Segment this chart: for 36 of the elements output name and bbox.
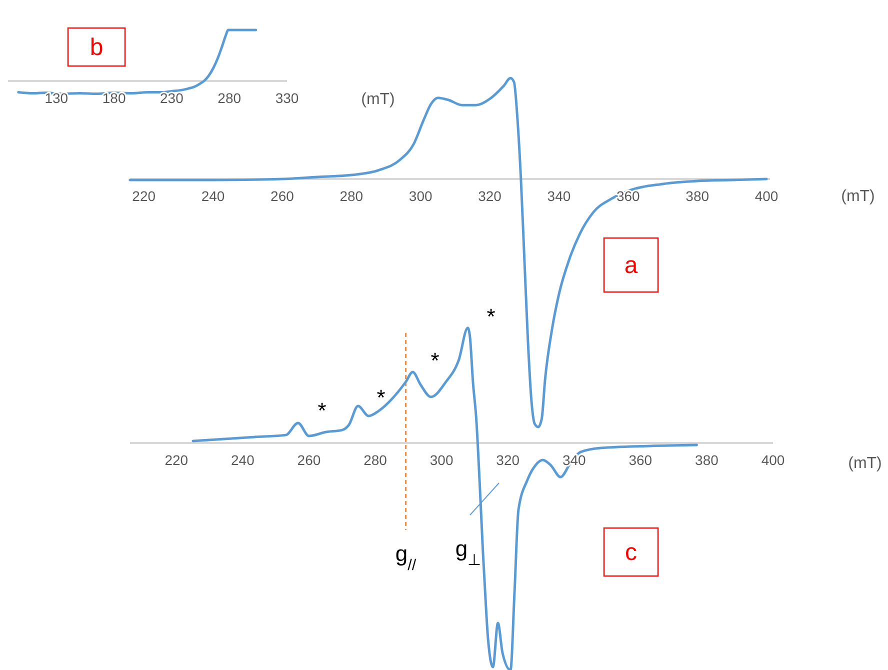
x-tick-label: 300 (408, 188, 432, 204)
x-tick-label: 380 (695, 452, 719, 468)
x-tick-label: 380 (686, 188, 710, 204)
ref-line-label: g$_{//}$ (395, 541, 417, 574)
x-tick-label: 220 (132, 188, 156, 204)
annotation: * (318, 398, 327, 423)
x-tick-label: 400 (761, 452, 785, 468)
annotation: * (376, 385, 386, 410)
x-tick-label: 240 (201, 188, 225, 204)
annotation: * (430, 348, 440, 373)
x-tick-label: 300 (430, 452, 454, 468)
x-tick-label: 220 (164, 452, 188, 468)
x-tick-label: 330 (275, 90, 299, 106)
x-tick-label: 360 (628, 452, 652, 468)
x-axis-title: (mT) (841, 188, 875, 205)
x-tick-label: 400 (754, 188, 778, 204)
x-tick-label: 280 (218, 90, 242, 106)
x-tick-label: 230 (160, 90, 184, 106)
x-axis-title: (mT) (361, 91, 395, 108)
x-tick-label: 180 (102, 90, 126, 106)
x-tick-label: 240 (231, 452, 255, 468)
annotation: * (486, 304, 496, 329)
annotation: g$_{⊥}$ (455, 536, 481, 568)
x-tick-label: 130 (44, 90, 68, 106)
text: c (625, 539, 637, 566)
text: a (624, 252, 638, 279)
x-tick-label: 260 (297, 452, 321, 468)
x-tick-label: 280 (340, 188, 364, 204)
x-tick-label: 320 (478, 188, 502, 204)
x-tick-label: 340 (547, 188, 571, 204)
x-tick-label: 280 (364, 452, 388, 468)
chart-title: b (90, 34, 104, 61)
x-axis-title: (mT) (848, 455, 882, 472)
x-tick-label: 320 (496, 452, 520, 468)
x-tick-label: 260 (270, 188, 294, 204)
x-tick-label: 360 (616, 188, 640, 204)
